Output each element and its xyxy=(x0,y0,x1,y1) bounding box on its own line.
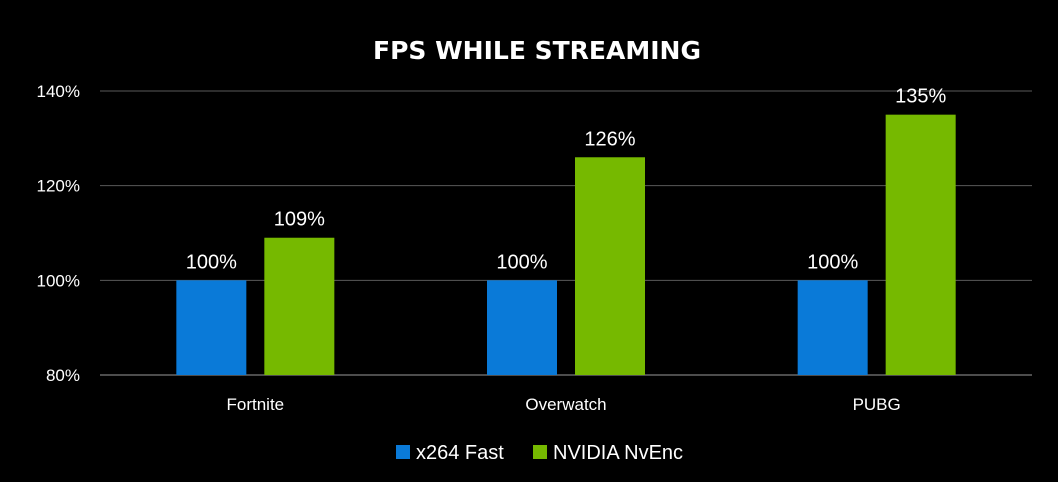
data-label: 109% xyxy=(274,209,325,231)
y-axis-ticks: 80% 100% 120% 140% xyxy=(37,82,80,385)
x-category-label: Overwatch xyxy=(525,395,606,414)
legend-swatch xyxy=(396,445,410,459)
data-label: 100% xyxy=(496,251,547,273)
y-tick-label: 120% xyxy=(37,177,80,196)
bar-x264-fast-pubg xyxy=(797,280,868,375)
x-category-label: Fortnite xyxy=(227,395,285,414)
chart-title: FPS WHILE STREAMING xyxy=(373,36,701,65)
x-category-label: PUBG xyxy=(853,395,901,414)
bar-nvidia-nvenc-pubg xyxy=(885,114,956,376)
legend-label: x264 Fast xyxy=(416,442,504,464)
data-label: 100% xyxy=(186,251,237,273)
legend-swatch xyxy=(533,445,547,459)
gridlines xyxy=(100,90,1032,376)
legend: x264 Fast NVIDIA NvEnc xyxy=(396,442,683,464)
bars: 100% 109% 100% 126% 100% 135% xyxy=(176,86,956,376)
x-axis-categories: Fortnite Overwatch PUBG xyxy=(227,395,901,414)
y-tick-label: 140% xyxy=(37,82,80,101)
data-label: 100% xyxy=(807,251,858,273)
data-label: 126% xyxy=(584,128,635,150)
bar-nvidia-nvenc-overwatch xyxy=(575,157,645,375)
bar-x264-fast-overwatch xyxy=(487,280,557,375)
bar-nvidia-nvenc-fortnite xyxy=(264,237,335,375)
y-tick-label: 100% xyxy=(37,271,80,290)
legend-label: NVIDIA NvEnc xyxy=(553,442,683,464)
y-tick-label: 80% xyxy=(46,366,80,385)
data-label: 135% xyxy=(895,86,946,108)
bar-x264-fast-fortnite xyxy=(176,280,247,375)
